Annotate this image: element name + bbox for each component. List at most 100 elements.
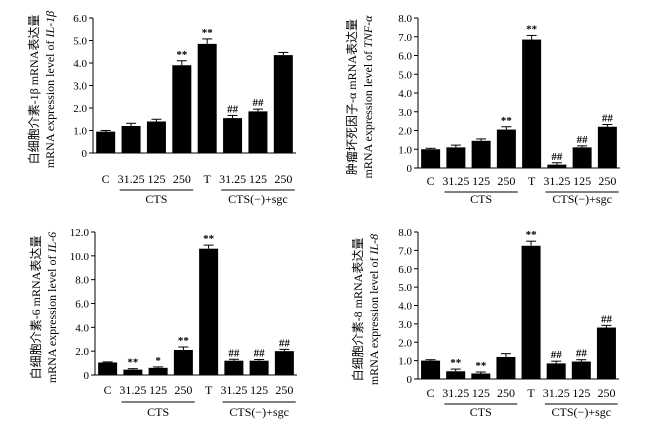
bar: [446, 371, 466, 379]
bar: [148, 367, 168, 375]
bar: [146, 121, 166, 153]
y-tick-label: 7.0: [398, 245, 412, 257]
x-tick-label: 31.25: [118, 172, 145, 186]
y-tick-label: 5.0: [398, 69, 412, 81]
y-axis-title-en-gene: TNF-α: [361, 15, 375, 48]
y-tick-label: 3.0: [73, 81, 87, 93]
y-axis-title-cn: 白细胞介素-6 mRNA表达量: [28, 236, 43, 380]
y-tick-label: 1.0: [398, 356, 412, 368]
bar: [248, 111, 268, 153]
y-tick-label: 1.0: [398, 144, 412, 156]
significance-label: **: [450, 357, 462, 369]
bar: [571, 361, 591, 379]
y-tick-label: 0: [84, 370, 90, 382]
x-tick-label: 125: [472, 386, 490, 400]
x-tick-label: 125: [250, 383, 268, 397]
x-tick-label: 250: [173, 172, 191, 186]
significance-label: ##: [576, 348, 588, 360]
y-axis-title-en-prefix: mRNA expression level of: [45, 253, 59, 384]
bar: [596, 327, 616, 379]
y-tick-label: 2.0: [398, 126, 412, 138]
bar: [199, 248, 219, 375]
x-tick-label: 125: [472, 174, 490, 188]
x-tick-label: 250: [274, 172, 292, 186]
bar: [496, 129, 516, 168]
group-label: CTS(−)+sgc: [228, 192, 288, 206]
y-tick-label: 6.0: [73, 13, 87, 25]
y-tick-label: 5.0: [398, 282, 412, 294]
y-tick-label: 4.0: [398, 88, 412, 100]
x-tick-label: 31.25: [543, 174, 570, 188]
bar: [173, 349, 193, 375]
x-tick-label: C: [102, 172, 110, 186]
y-tick-label: 0: [407, 374, 413, 386]
y-axis-title-cn: 肿瘤坏死因子-α mRNA表达量: [344, 19, 359, 175]
bar: [597, 126, 617, 168]
chart-panel-il8: 0 1.0 2.0 3.0 4.0 5.0 6.0 7.0 8.0 C ** 31.25 ** 125 25…: [350, 227, 619, 419]
y-axis-title-en: mRNA expression level of IL-1β: [43, 11, 57, 168]
y-axis-title-en-prefix: mRNA expression level of: [43, 38, 57, 169]
y-tick-label: 2.0: [75, 346, 89, 358]
significance-label: ##: [252, 97, 264, 109]
significance-label: **: [526, 23, 538, 35]
bar: [249, 360, 269, 375]
x-tick-label: 31.25: [220, 383, 247, 397]
x-tick-label: C: [427, 174, 435, 188]
group-label: CTS: [145, 192, 167, 206]
y-tick-label: 3.0: [398, 107, 412, 119]
x-tick-label: 250: [497, 386, 515, 400]
y-axis-title-cn: 白细胞介素-8 mRNA表达量: [350, 238, 365, 382]
x-tick-label: 31.25: [119, 383, 146, 397]
y-tick-label: 3.0: [398, 319, 412, 331]
significance-label: ##: [601, 313, 613, 325]
x-tick-label: 250: [174, 383, 192, 397]
significance-label: ##: [254, 348, 266, 360]
significance-label: ##: [228, 347, 240, 359]
y-tick-label: 4.0: [75, 322, 89, 334]
significance-label: **: [176, 49, 188, 61]
significance-label: ##: [279, 337, 291, 349]
x-tick-label: 125: [249, 172, 267, 186]
x-tick-label: 250: [275, 383, 293, 397]
bar: [471, 373, 491, 379]
group-label: CTS: [470, 192, 492, 206]
y-tick-label: 6.0: [75, 299, 89, 311]
significance-label: **: [526, 229, 538, 241]
x-tick-label: 125: [573, 174, 591, 188]
group-label: CTS: [470, 405, 492, 419]
bar: [197, 43, 217, 153]
x-tick-label: 250: [497, 174, 515, 188]
x-tick-label: 31.25: [219, 172, 246, 186]
y-tick-label: 10.0: [70, 251, 90, 263]
y-tick-label: 4.0: [73, 58, 87, 70]
x-tick-label: 125: [147, 172, 165, 186]
y-tick-label: 8.0: [398, 227, 412, 239]
significance-label: **: [127, 357, 139, 369]
bar: [421, 360, 441, 379]
bar: [121, 126, 141, 153]
significance-label: ##: [602, 113, 614, 125]
x-tick-label: C: [427, 386, 435, 400]
y-axis-title-en: mRNA expression level of IL-6: [45, 232, 59, 383]
significance-label: ##: [577, 134, 589, 146]
y-tick-label: 8.0: [398, 13, 412, 25]
chart-panel-il1b: 01.02.03.04.05.06.0C 31.25 125**250**T##31…: [26, 11, 296, 206]
y-tick-label: 5.0: [73, 36, 87, 48]
significance-label: **: [475, 360, 487, 372]
bar: [471, 140, 491, 168]
x-tick-label: 125: [572, 386, 590, 400]
y-tick-label: 12.0: [70, 227, 90, 239]
bar: [123, 369, 143, 375]
significance-label: **: [178, 335, 190, 347]
x-tick-label: C: [104, 383, 112, 397]
significance-label: ##: [227, 103, 239, 115]
bar: [98, 362, 118, 375]
x-tick-label: 31.25: [442, 386, 469, 400]
y-axis-title-en-gene: IL-1β: [43, 11, 57, 39]
y-axis-title-cn: 白细胞介素-1β mRNA表达量: [26, 15, 41, 165]
bar: [172, 65, 192, 153]
bar: [521, 245, 541, 379]
chart-panel-il6: 0 2.0 4.0 6.0 8.0 10.0 12.0 C ** 31.25 * 125 ** 250 **…: [28, 227, 297, 419]
y-tick-label: 0: [82, 148, 88, 160]
x-tick-label: 125: [149, 383, 167, 397]
